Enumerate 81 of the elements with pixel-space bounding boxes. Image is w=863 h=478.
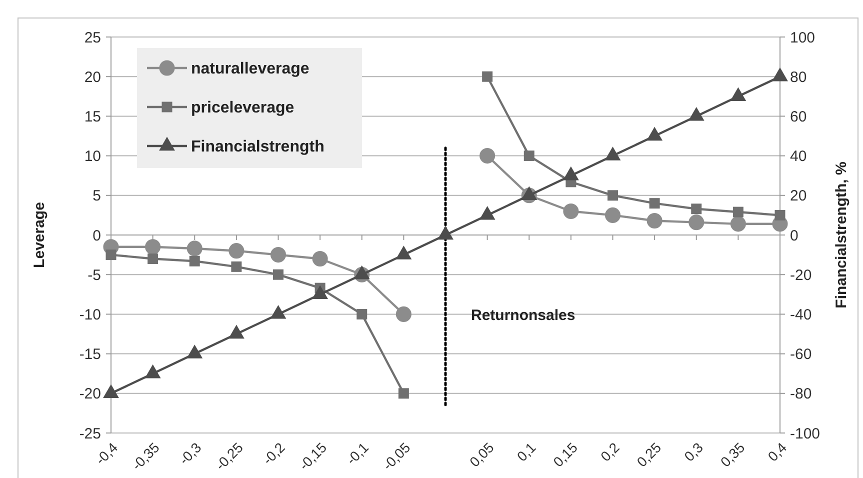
point <box>398 388 409 399</box>
point <box>270 247 286 263</box>
y2-tick-label: 80 <box>790 68 807 86</box>
y2-tick-label: -80 <box>790 386 812 403</box>
legend-label: priceleverage <box>191 100 294 117</box>
y2-tick-label: 40 <box>790 148 807 166</box>
y2-tick-label: 100 <box>790 29 816 46</box>
y-tick-label: -10 <box>79 306 101 324</box>
point <box>521 186 538 200</box>
legend-label: naturalleverage <box>191 60 310 78</box>
point <box>144 364 161 378</box>
y-tick-label: 0 <box>92 227 101 244</box>
x-tick-label: 0,05 <box>466 439 498 470</box>
point <box>604 146 621 160</box>
point <box>688 214 704 230</box>
point <box>646 126 663 141</box>
point <box>270 305 286 319</box>
y-tick-label: -20 <box>79 386 101 403</box>
point <box>604 207 621 223</box>
point <box>480 148 496 164</box>
y-tick-label: 15 <box>84 108 101 126</box>
x-axis-title: Returnonsales <box>471 307 576 324</box>
y2-tick-label: -60 <box>790 346 812 364</box>
y-axis-title: Leverage <box>31 202 48 268</box>
x-tick-label: 0,1 <box>514 439 539 464</box>
point <box>186 344 203 358</box>
point <box>732 206 744 218</box>
point <box>396 306 412 322</box>
point <box>649 198 660 209</box>
point <box>691 204 702 214</box>
x-tick-label: -0,3 <box>176 439 204 468</box>
x-tick-label: -0,1 <box>343 439 372 468</box>
x-tick-label: 0,15 <box>550 439 581 470</box>
point <box>772 67 788 82</box>
y-tick-label: 25 <box>84 29 101 46</box>
y2-tick-label: 20 <box>790 188 807 205</box>
y2-tick-label: 60 <box>790 108 807 126</box>
x-tick-label: 0,4 <box>764 439 790 464</box>
point <box>228 243 244 259</box>
y-tick-label: 10 <box>84 148 101 166</box>
point <box>228 324 244 339</box>
x-tick-label: -0,2 <box>259 439 288 468</box>
point <box>608 190 618 201</box>
y2-tick-label: -100 <box>790 425 820 442</box>
point <box>563 203 579 219</box>
point <box>145 239 161 255</box>
x-tick-label: 0,3 <box>680 439 706 464</box>
point <box>438 226 454 240</box>
point <box>189 256 200 266</box>
point <box>354 265 370 280</box>
point <box>186 240 202 256</box>
point <box>688 107 704 121</box>
point <box>730 216 746 232</box>
point <box>312 251 328 267</box>
point <box>231 261 242 272</box>
point <box>646 212 662 229</box>
point <box>356 308 368 320</box>
x-tick-label: 0,2 <box>597 439 622 464</box>
y2-axis-title: Financialstrength, % <box>833 162 850 308</box>
x-tick-label: 0,25 <box>634 439 664 470</box>
x-tick-label: 0,35 <box>717 439 748 470</box>
point <box>312 285 328 299</box>
y2-tick-label: -40 <box>790 306 812 324</box>
point <box>106 250 116 260</box>
y2-tick-label: 0 <box>790 227 798 244</box>
y2-tick-label: -20 <box>790 266 812 284</box>
point <box>482 71 493 82</box>
point <box>396 246 412 260</box>
y-tick-label: -15 <box>79 346 101 364</box>
point <box>273 269 284 280</box>
point <box>774 210 786 220</box>
legend-label: Financialstrength <box>191 138 324 156</box>
point <box>524 150 534 162</box>
y-tick-label: 20 <box>84 68 101 86</box>
point <box>148 254 158 264</box>
y-tick-label: 5 <box>92 188 101 205</box>
y-tick-label: -5 <box>88 266 101 284</box>
point <box>103 384 119 398</box>
point <box>562 166 579 180</box>
point <box>479 206 496 220</box>
point <box>730 87 746 101</box>
